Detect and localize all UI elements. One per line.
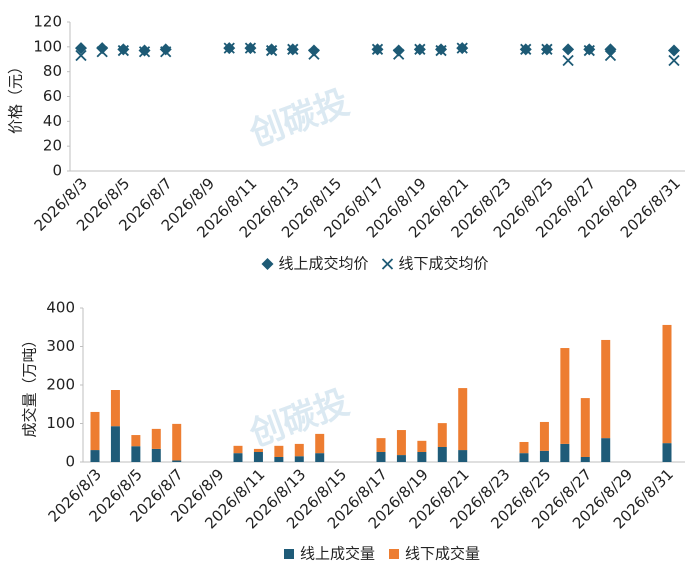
legend-label: 线下成交量 <box>405 545 480 563</box>
point <box>668 54 680 67</box>
y-tick-label: 20 <box>43 137 62 155</box>
legend-marker <box>261 258 274 270</box>
bar-segment <box>131 446 141 462</box>
bar-segment <box>253 451 263 462</box>
bar-segment <box>458 450 468 462</box>
bar-segment <box>662 324 672 444</box>
bar-segment <box>315 433 325 454</box>
bar-segment <box>417 440 427 452</box>
point <box>138 46 151 58</box>
point <box>159 43 172 56</box>
point <box>75 42 87 55</box>
legend-swatch <box>389 549 399 559</box>
bar-segment <box>539 421 549 451</box>
bar-segment <box>580 398 590 457</box>
point <box>435 44 447 57</box>
bar-segment <box>601 339 611 439</box>
bar-segment <box>172 460 182 462</box>
y-tick-label: 120 <box>33 13 62 31</box>
bar-segment <box>294 456 304 462</box>
point <box>456 42 468 54</box>
point <box>668 44 680 57</box>
point <box>244 42 257 54</box>
y-tick-label: 200 <box>46 376 75 394</box>
point <box>307 44 320 57</box>
point <box>160 46 172 58</box>
bar-segment <box>458 388 468 451</box>
y-tick-label: 100 <box>33 37 62 55</box>
bar-segment <box>274 445 284 457</box>
bar-segment <box>274 456 284 462</box>
point <box>562 54 574 67</box>
bar-segment <box>233 445 243 454</box>
point <box>414 43 426 55</box>
point <box>223 42 235 54</box>
point <box>583 44 595 57</box>
bar-segment <box>437 446 447 462</box>
bar-segment <box>519 453 529 462</box>
bar-segment <box>560 443 570 462</box>
point <box>265 44 278 57</box>
y-axis-label: 成交量（万吨） <box>21 332 39 437</box>
bar-segment <box>417 451 427 462</box>
bar-segment <box>253 448 263 452</box>
bar-segment <box>110 390 120 427</box>
bar-segment <box>580 456 590 462</box>
point <box>392 44 405 57</box>
y-tick-label: 0 <box>65 453 75 471</box>
bar-segment <box>110 426 120 462</box>
y-axis-label: 价格（元） <box>7 59 25 134</box>
bar-segment <box>437 423 447 447</box>
y-tick-label: 300 <box>46 337 75 355</box>
watermark: 创碳投 <box>244 82 354 155</box>
bar-segment <box>90 411 100 451</box>
y-tick-label: 0 <box>52 162 62 180</box>
point <box>117 44 129 57</box>
bar-segment <box>396 430 406 456</box>
point <box>371 43 384 55</box>
point <box>96 42 109 55</box>
legend-label: 线上成交量 <box>300 545 375 563</box>
bar-segment <box>376 438 386 452</box>
bar-segment <box>172 423 182 461</box>
bar-segment <box>560 348 570 444</box>
bar-segment <box>601 438 611 462</box>
bar-segment <box>396 455 406 462</box>
bar-segment <box>539 450 549 462</box>
y-tick-label: 400 <box>46 299 75 317</box>
y-tick-label: 100 <box>46 414 75 432</box>
point <box>562 43 575 56</box>
bar-segment <box>662 443 672 462</box>
legend-label: 线下成交均价 <box>399 255 489 273</box>
legend-swatch <box>284 549 294 559</box>
bar-segment <box>376 451 386 462</box>
bar-segment <box>315 453 325 462</box>
y-tick-label: 40 <box>43 112 62 130</box>
bar-segment <box>294 443 304 457</box>
point <box>75 49 87 62</box>
point <box>287 43 299 55</box>
bar-segment <box>151 448 161 462</box>
point <box>604 43 617 56</box>
legend-marker <box>381 258 394 270</box>
point <box>393 48 405 60</box>
y-tick-label: 60 <box>43 87 62 105</box>
point <box>604 49 617 62</box>
y-tick-label: 80 <box>43 62 62 80</box>
bar-segment <box>233 453 243 462</box>
legend-label: 线上成交均价 <box>279 255 369 273</box>
bar-segment <box>151 428 161 449</box>
point <box>520 43 532 55</box>
point <box>541 43 553 55</box>
bar-segment <box>519 441 529 454</box>
bar-segment <box>90 450 100 462</box>
bar-segment <box>131 435 141 447</box>
point <box>308 48 320 60</box>
point <box>96 46 108 58</box>
